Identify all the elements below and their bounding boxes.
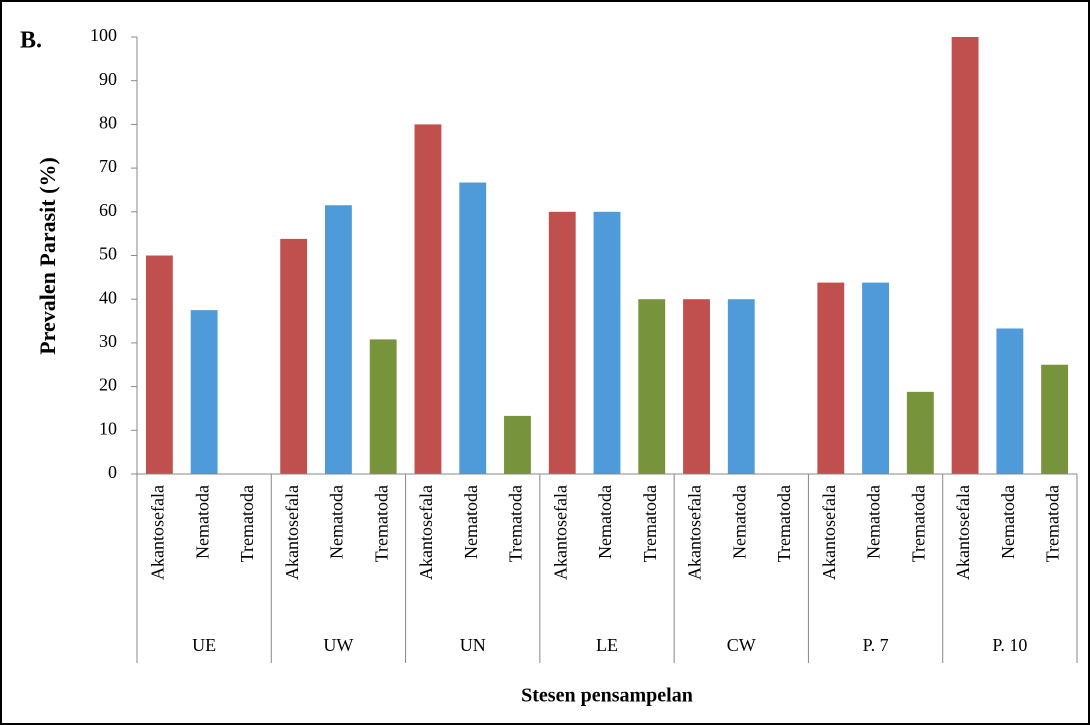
sub-category-label: Nematoda	[864, 485, 884, 559]
bar	[906, 391, 934, 474]
x-axis-title: Stesen pensampelan	[521, 685, 693, 707]
y-tick-label: 100	[90, 25, 117, 45]
sub-category-label: Trematoda	[506, 485, 526, 562]
bar	[862, 282, 889, 474]
y-tick-label: 0	[108, 462, 117, 482]
bar	[548, 211, 576, 475]
y-tick-label: 60	[99, 200, 117, 220]
bar	[369, 339, 397, 474]
y-tick-label: 80	[99, 113, 117, 133]
sub-category-label: Trematoda	[774, 485, 794, 562]
y-tick-label: 70	[99, 156, 117, 176]
y-tick-label: 30	[99, 331, 117, 351]
bar	[996, 328, 1024, 474]
sub-category-label: Nematoda	[327, 485, 347, 559]
y-tick-label: 40	[99, 287, 117, 307]
bar	[1041, 364, 1069, 474]
bar	[817, 282, 845, 474]
x-tick-label: P. 7	[863, 635, 889, 655]
x-tick-label: UE	[192, 635, 216, 655]
sub-category-label: Nematoda	[192, 485, 212, 559]
sub-category-label: Trematoda	[371, 485, 391, 562]
y-tick-label: 20	[99, 375, 117, 395]
sub-category-label: Trematoda	[237, 485, 257, 562]
x-tick-label: UN	[460, 635, 486, 655]
bar	[145, 255, 173, 474]
bar	[951, 37, 979, 474]
sub-category-label: Akantosefala	[282, 485, 302, 580]
sub-category-label: Akantosefala	[685, 485, 705, 580]
sub-category-label: Trematoda	[640, 485, 660, 562]
y-tick-label: 10	[99, 418, 117, 438]
bar	[638, 299, 666, 474]
bar	[593, 211, 621, 475]
sub-category-label: Nematoda	[595, 485, 615, 559]
bar	[504, 415, 531, 474]
sub-category-label: Akantosefala	[148, 485, 168, 580]
x-tick-label: LE	[596, 635, 618, 655]
sub-category-label: Nematoda	[729, 485, 749, 559]
bar	[459, 182, 487, 474]
x-tick-label: UW	[323, 635, 353, 655]
x-tick-label: P. 10	[992, 635, 1027, 655]
sub-category-label: Akantosefala	[416, 485, 436, 580]
sub-category-label: Akantosefala	[819, 485, 839, 580]
bar	[414, 124, 442, 475]
bar	[325, 205, 352, 474]
sub-category-label: Trematoda	[908, 485, 928, 562]
bar	[683, 299, 710, 474]
sub-category-label: Nematoda	[998, 485, 1018, 559]
sub-category-label: Trematoda	[1043, 485, 1063, 562]
sub-category-label: Akantosefala	[953, 485, 973, 580]
sub-category-label: Nematoda	[461, 485, 481, 559]
sub-category-label: Akantosefala	[550, 485, 570, 580]
bar	[727, 299, 755, 474]
x-tick-label: CW	[727, 635, 756, 655]
bar	[280, 238, 308, 474]
panel-label: B.	[20, 28, 42, 54]
y-axis-title: Prevalen Parasit (%)	[35, 157, 60, 355]
y-tick-label: 90	[99, 69, 117, 89]
y-tick-label: 50	[99, 244, 117, 264]
bar	[190, 310, 218, 474]
